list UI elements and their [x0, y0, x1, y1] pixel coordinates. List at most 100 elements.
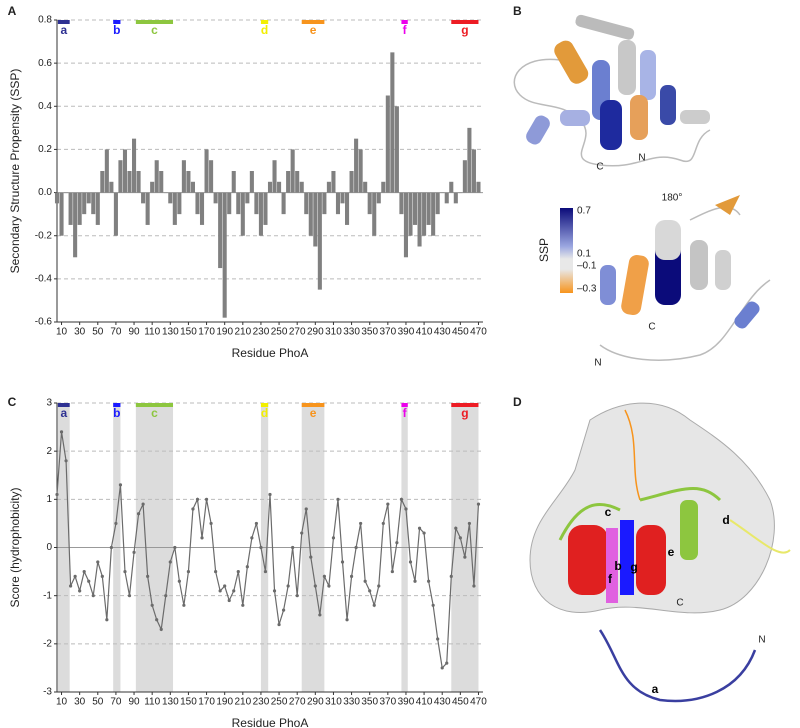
x-tick-label: 190: [216, 327, 233, 338]
x-tick-label: 210: [234, 697, 251, 708]
region-bar: [135, 20, 174, 24]
bar: [313, 192, 318, 247]
colorbar-tick-label: –0.3: [577, 284, 597, 295]
y-tick-label: -1: [43, 590, 52, 601]
point: [377, 584, 381, 588]
point: [399, 497, 404, 501]
point: [236, 569, 240, 574]
panel-label: B: [513, 4, 522, 18]
terminus-label: N: [594, 358, 601, 369]
region-bar: [260, 20, 269, 24]
bar: [363, 181, 368, 193]
point: [372, 603, 376, 607]
y-tick-label: 0.2: [38, 144, 52, 155]
bar: [345, 192, 350, 225]
bar: [118, 160, 123, 193]
x-tick-label: 70: [110, 327, 122, 338]
point: [105, 618, 109, 622]
y-tick-label: -0.2: [35, 230, 53, 241]
point: [336, 497, 340, 501]
point: [427, 579, 431, 583]
bar: [190, 181, 195, 193]
point: [381, 521, 385, 526]
colorbar-tick-label: –0.1: [577, 261, 597, 272]
structure-b-top: [513, 14, 711, 167]
bar: [186, 171, 191, 193]
x-tick-label: 450: [452, 327, 469, 338]
region-label: d: [722, 513, 729, 527]
point: [363, 579, 367, 583]
point: [413, 579, 417, 583]
bar: [431, 192, 436, 236]
y-tick-label: 0.0: [38, 187, 52, 198]
bar: [145, 192, 150, 225]
bar: [417, 192, 422, 247]
point: [272, 589, 277, 593]
point: [136, 512, 141, 516]
point: [59, 430, 64, 434]
bar: [458, 192, 463, 194]
region-label: b: [113, 23, 120, 37]
region-bar: [401, 20, 408, 24]
bar: [263, 192, 268, 225]
bar: [132, 138, 137, 193]
point: [168, 560, 172, 564]
y-tick-label: -3: [43, 687, 52, 698]
point: [150, 603, 154, 607]
structure-d: [529, 402, 791, 703]
bar: [422, 192, 427, 236]
colorbar-tick-label: 0.7: [577, 206, 591, 217]
point: [100, 574, 104, 579]
region-bar: [401, 403, 408, 407]
x-tick-label: 470: [470, 327, 487, 338]
x-tick-label: 370: [379, 697, 396, 708]
point: [141, 502, 145, 506]
region-label: c: [151, 406, 158, 420]
point: [277, 622, 281, 627]
x-tick-label: 210: [234, 327, 251, 338]
bar: [390, 52, 395, 193]
x-tick-label: 390: [398, 697, 415, 708]
point: [254, 521, 259, 526]
bar: [73, 192, 78, 258]
point: [467, 521, 472, 526]
region-label: g: [630, 560, 637, 574]
region-bar: [57, 403, 70, 407]
point: [454, 526, 458, 530]
point: [87, 579, 91, 583]
bar: [476, 181, 481, 193]
bar: [317, 192, 322, 290]
bar: [150, 181, 155, 193]
x-tick-label: 250: [271, 327, 288, 338]
x-tick-label: 410: [416, 697, 433, 708]
point: [245, 565, 249, 569]
bar: [471, 149, 476, 193]
bar: [385, 95, 390, 193]
bar: [331, 171, 336, 193]
x-tick-label: 270: [289, 327, 306, 338]
y-tick-label: 1: [46, 494, 52, 505]
bar: [358, 149, 363, 193]
bar: [326, 181, 331, 193]
x-tick-label: 370: [379, 327, 396, 338]
point: [386, 502, 390, 506]
bar: [54, 192, 60, 204]
point: [146, 574, 150, 579]
point: [440, 666, 444, 670]
y-tick-label: 0: [46, 542, 52, 553]
x-tick-label: 50: [92, 697, 104, 708]
bar: [372, 192, 377, 236]
region-bar: [113, 403, 121, 407]
region-label: e: [310, 23, 317, 37]
y-tick-label: 0.8: [38, 15, 52, 26]
point: [268, 492, 272, 497]
y-tick-label: -0.4: [35, 273, 53, 284]
bar: [113, 192, 118, 236]
x-tick-label: 150: [180, 697, 197, 708]
bar: [453, 192, 458, 204]
bar: [240, 192, 245, 236]
bar: [159, 171, 164, 193]
bar: [462, 160, 467, 193]
x-tick-label: 310: [325, 697, 342, 708]
point: [476, 502, 481, 506]
